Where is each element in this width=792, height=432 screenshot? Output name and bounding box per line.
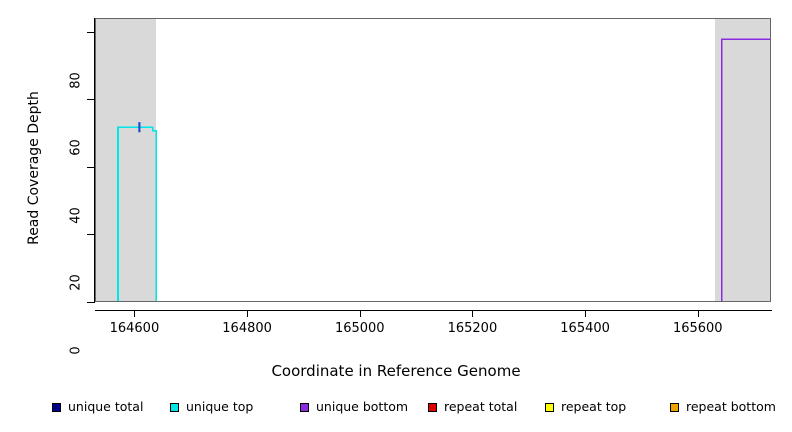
y-tick <box>87 302 94 303</box>
legend-item-repeat-total[interactable]: repeat total <box>428 399 517 415</box>
x-tick <box>585 310 587 317</box>
square-swatch <box>428 402 437 412</box>
square-swatch <box>52 402 61 412</box>
x-axis-title: Coordinate in Reference Genome <box>271 362 521 380</box>
series-traces <box>117 38 770 301</box>
y-tick <box>87 234 94 236</box>
legend-item-repeat-bottom[interactable]: repeat bottom <box>670 399 776 415</box>
shaded-region-right <box>715 19 770 301</box>
x-tick <box>472 310 474 317</box>
x-tick <box>247 310 249 317</box>
legend-label: repeat total <box>444 399 518 414</box>
y-axis-title: Read Coverage Depth <box>26 91 42 245</box>
series-line-unique-bottom <box>721 38 770 301</box>
x-axis-line <box>95 310 772 311</box>
chart-legend: unique total unique top unique bottom repea… <box>0 399 792 417</box>
legend-item-unique-top[interactable]: unique top <box>170 399 253 415</box>
x-tick-label: 164800 <box>222 321 272 336</box>
series-line-unique-top <box>117 126 158 301</box>
legend-label: unique top <box>186 399 254 414</box>
plot-area <box>95 18 771 302</box>
legend-label: repeat bottom <box>686 399 776 414</box>
x-tick-label: 165600 <box>672 321 723 336</box>
y-tick <box>87 166 94 168</box>
square-swatch <box>170 402 179 412</box>
x-tick-label: 165000 <box>334 321 385 336</box>
x-tick-label: 165400 <box>560 321 610 336</box>
x-tick-label: 165200 <box>447 321 498 336</box>
y-tick <box>87 99 94 101</box>
y-tick-label: 80 <box>68 71 84 89</box>
x-tick-label: 164600 <box>109 321 160 336</box>
x-tick <box>359 310 361 317</box>
legend-label: unique total <box>68 399 144 414</box>
legend-item-unique-bottom[interactable]: unique bottom <box>300 399 408 415</box>
shaded-region-left <box>96 19 157 301</box>
square-swatch <box>300 402 309 412</box>
legend-item-repeat-top[interactable]: repeat top <box>545 399 626 415</box>
square-swatch <box>545 402 554 412</box>
x-tick <box>134 310 136 317</box>
series-line-unique-total <box>117 126 158 301</box>
x-tick <box>697 310 699 317</box>
legend-label: unique bottom <box>316 399 409 414</box>
legend-item-unique-total[interactable]: unique total <box>52 399 143 415</box>
legend-label: repeat top <box>561 399 627 414</box>
y-axis-line <box>94 18 95 303</box>
y-tick <box>87 31 94 33</box>
square-swatch <box>670 402 679 412</box>
